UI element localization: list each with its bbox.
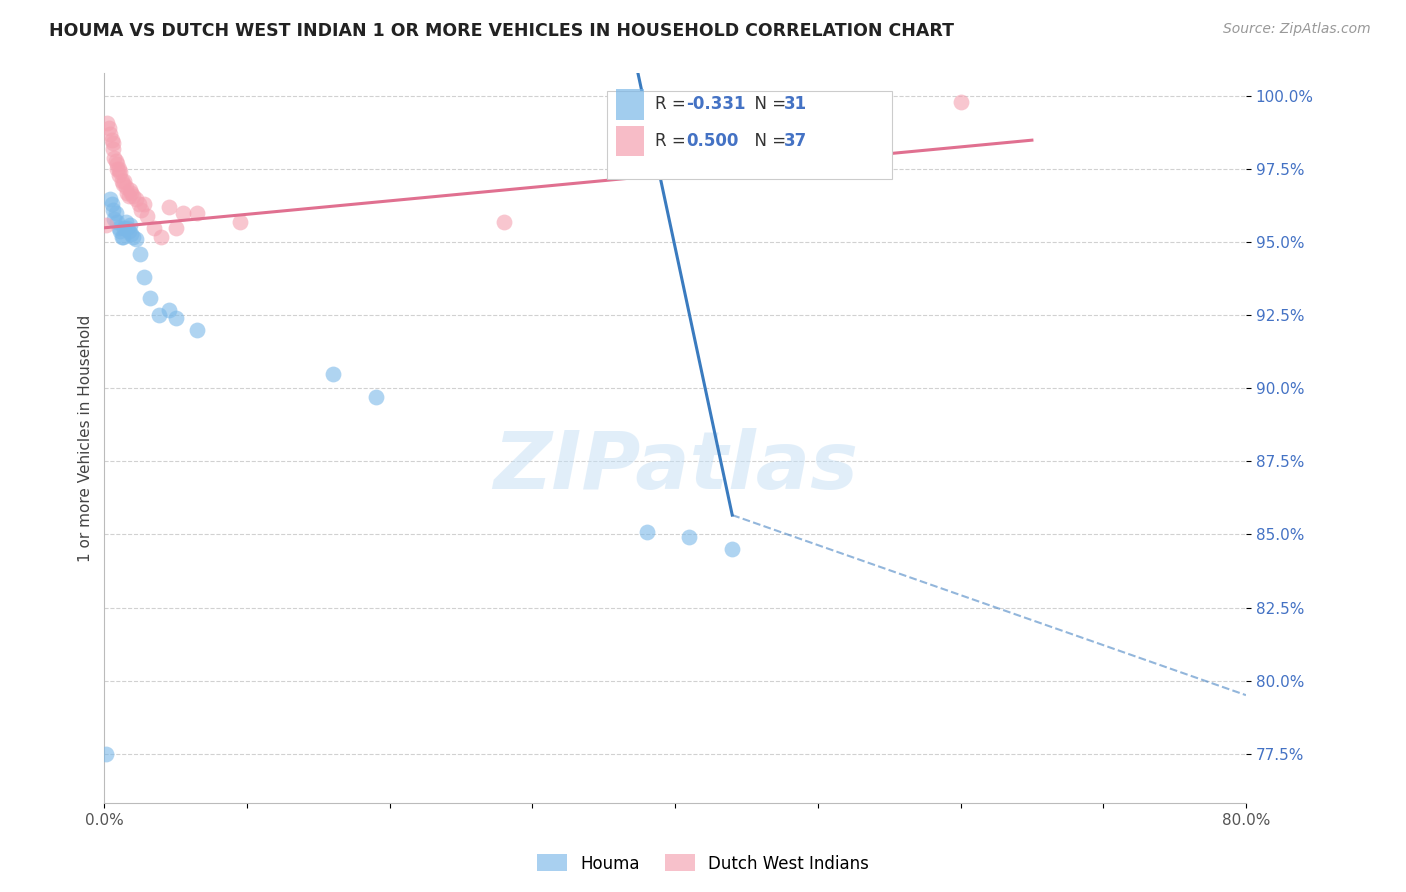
Point xyxy=(110,174,132,188)
Point xyxy=(98,192,121,206)
Point xyxy=(322,367,344,381)
Point xyxy=(100,197,122,211)
Point xyxy=(114,215,136,229)
Point xyxy=(112,174,135,188)
Point xyxy=(107,168,129,182)
Point xyxy=(721,542,744,557)
Point xyxy=(108,224,131,238)
Point xyxy=(120,218,142,232)
Point xyxy=(229,215,252,229)
Point xyxy=(125,192,148,206)
Point xyxy=(949,95,972,110)
Text: R =: R = xyxy=(655,95,690,113)
Text: N =: N = xyxy=(744,95,792,113)
Point xyxy=(636,524,658,539)
Point xyxy=(143,220,166,235)
Text: N =: N = xyxy=(744,132,792,150)
Point xyxy=(157,302,180,317)
Point xyxy=(94,747,117,761)
Point xyxy=(165,311,187,326)
Point xyxy=(101,136,124,150)
Text: 0.500: 0.500 xyxy=(686,132,740,150)
Point xyxy=(108,165,131,179)
Point xyxy=(110,229,132,244)
Point xyxy=(114,180,136,194)
Point xyxy=(117,188,139,202)
Point xyxy=(94,218,117,232)
Point xyxy=(172,206,194,220)
Point xyxy=(107,162,129,177)
Point xyxy=(103,151,125,165)
Point xyxy=(186,206,208,220)
Y-axis label: 1 or more Vehicles in Household: 1 or more Vehicles in Household xyxy=(79,315,93,562)
Point xyxy=(107,220,129,235)
Point xyxy=(98,128,121,142)
Point xyxy=(136,209,159,223)
Point xyxy=(678,530,700,544)
Point xyxy=(105,215,128,229)
Point xyxy=(103,212,125,227)
Point xyxy=(100,133,122,147)
Point xyxy=(129,247,152,261)
Point xyxy=(121,186,143,200)
Point xyxy=(115,220,138,235)
Point xyxy=(128,197,150,211)
Point xyxy=(492,215,515,229)
Point xyxy=(139,291,162,305)
Point xyxy=(122,188,145,202)
Text: HOUMA VS DUTCH WEST INDIAN 1 OR MORE VEHICLES IN HOUSEHOLD CORRELATION CHART: HOUMA VS DUTCH WEST INDIAN 1 OR MORE VEH… xyxy=(49,22,955,40)
Point xyxy=(115,186,138,200)
Point xyxy=(96,115,118,129)
Point xyxy=(105,162,128,177)
FancyBboxPatch shape xyxy=(616,89,644,120)
Point xyxy=(157,200,180,214)
Point xyxy=(101,203,124,218)
Point xyxy=(148,309,170,323)
Point xyxy=(134,270,156,285)
Point xyxy=(150,229,173,244)
Text: R =: R = xyxy=(655,132,690,150)
Point xyxy=(117,224,139,238)
FancyBboxPatch shape xyxy=(606,91,891,179)
Point xyxy=(101,142,124,156)
Text: ZIPatlas: ZIPatlas xyxy=(492,428,858,507)
Point xyxy=(122,229,145,244)
Point xyxy=(120,183,142,197)
Point xyxy=(111,229,134,244)
Point xyxy=(121,227,143,241)
Text: Source: ZipAtlas.com: Source: ZipAtlas.com xyxy=(1223,22,1371,37)
Point xyxy=(165,220,187,235)
Point xyxy=(364,390,387,404)
Text: 31: 31 xyxy=(783,95,807,113)
Point xyxy=(104,206,127,220)
Legend: Houma, Dutch West Indians: Houma, Dutch West Indians xyxy=(530,847,876,880)
Text: -0.331: -0.331 xyxy=(686,95,747,113)
Text: 37: 37 xyxy=(783,132,807,150)
FancyBboxPatch shape xyxy=(616,126,644,156)
Point xyxy=(186,323,208,337)
Point xyxy=(111,177,134,191)
Point xyxy=(134,197,156,211)
Point xyxy=(105,156,128,170)
Point xyxy=(97,121,120,136)
Point xyxy=(112,220,135,235)
Point xyxy=(131,203,153,218)
Point xyxy=(125,232,148,246)
Point xyxy=(104,153,127,168)
